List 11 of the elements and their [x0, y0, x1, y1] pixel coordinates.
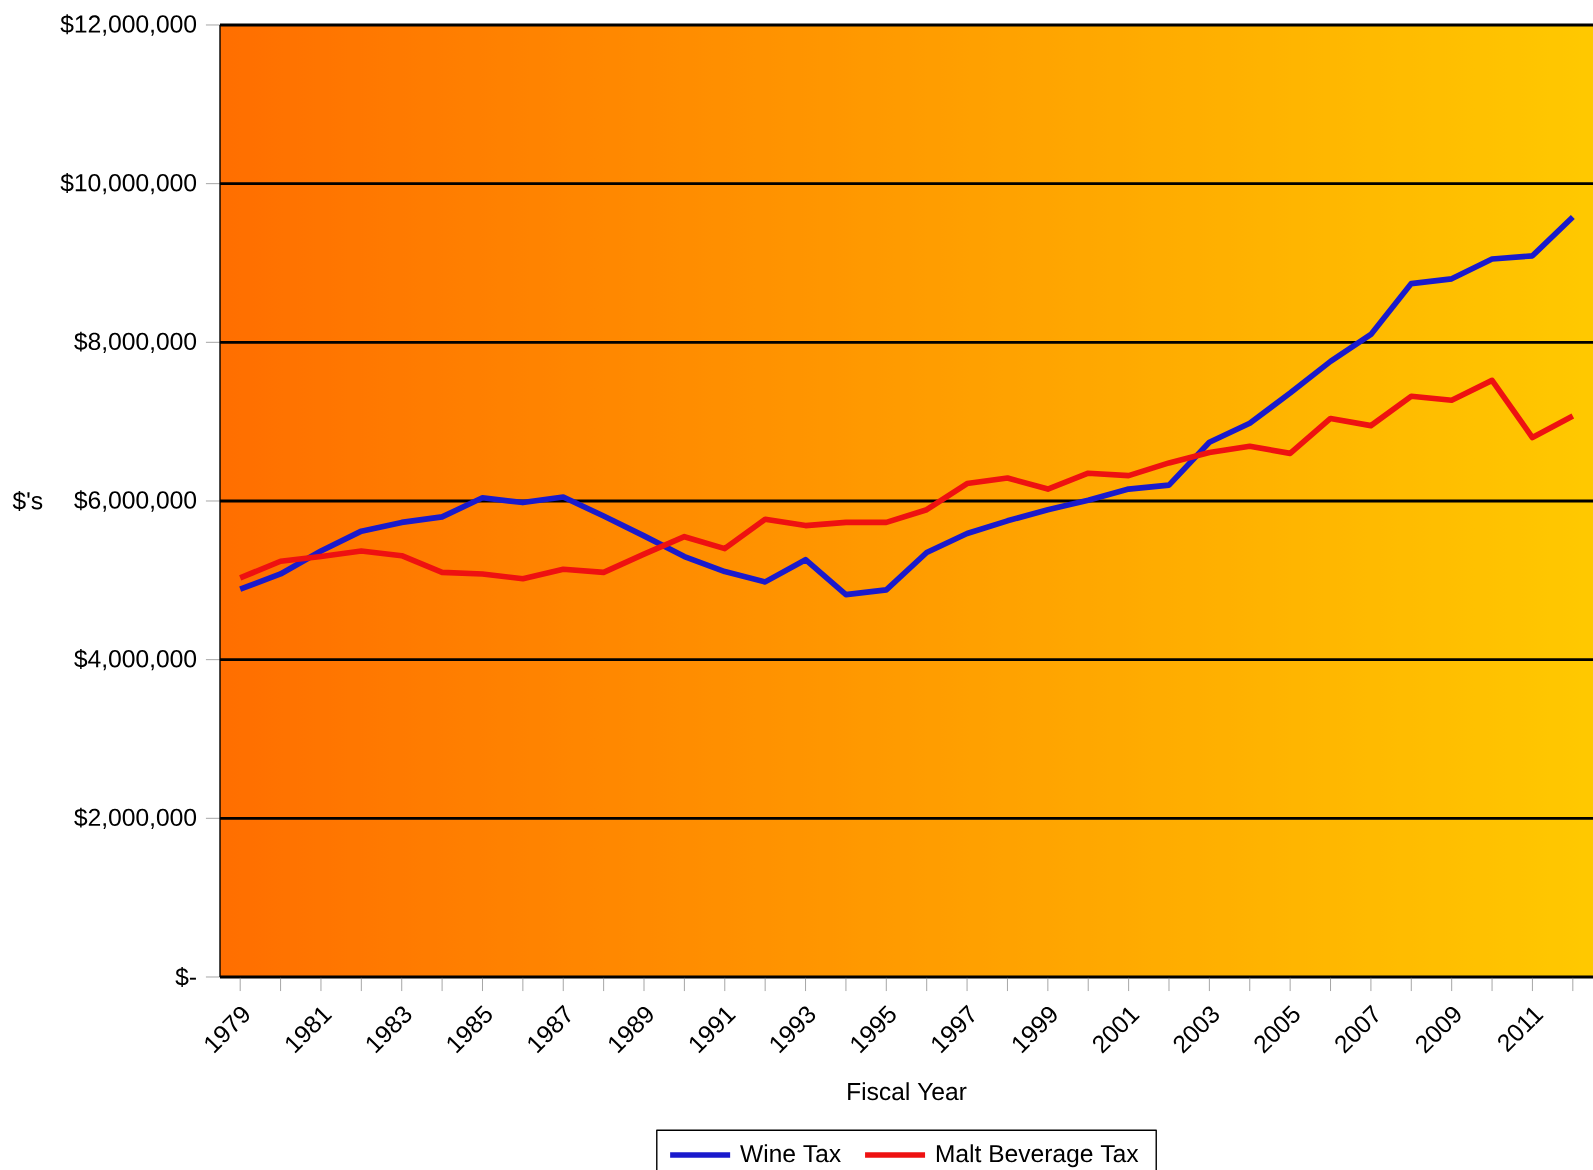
y-tick-label: $8,000,000 — [74, 331, 197, 353]
y-tick-label: $2,000,000 — [74, 807, 197, 829]
y-tick-label: $12,000,000 — [60, 14, 197, 36]
y-axis-title: $'s — [12, 491, 43, 511]
y-tick-label: $- — [175, 967, 196, 987]
x-axis-title: Fiscal Year — [848, 1082, 967, 1101]
y-tick-label: $10,000,000 — [60, 172, 197, 195]
y-tick-label: $6,000,000 — [74, 490, 197, 512]
legend-label: Wine Tax — [740, 1144, 841, 1163]
y-tick-label: $4,000,000 — [74, 648, 197, 671]
legend-label: Malt Beverage Tax — [936, 1144, 1139, 1168]
